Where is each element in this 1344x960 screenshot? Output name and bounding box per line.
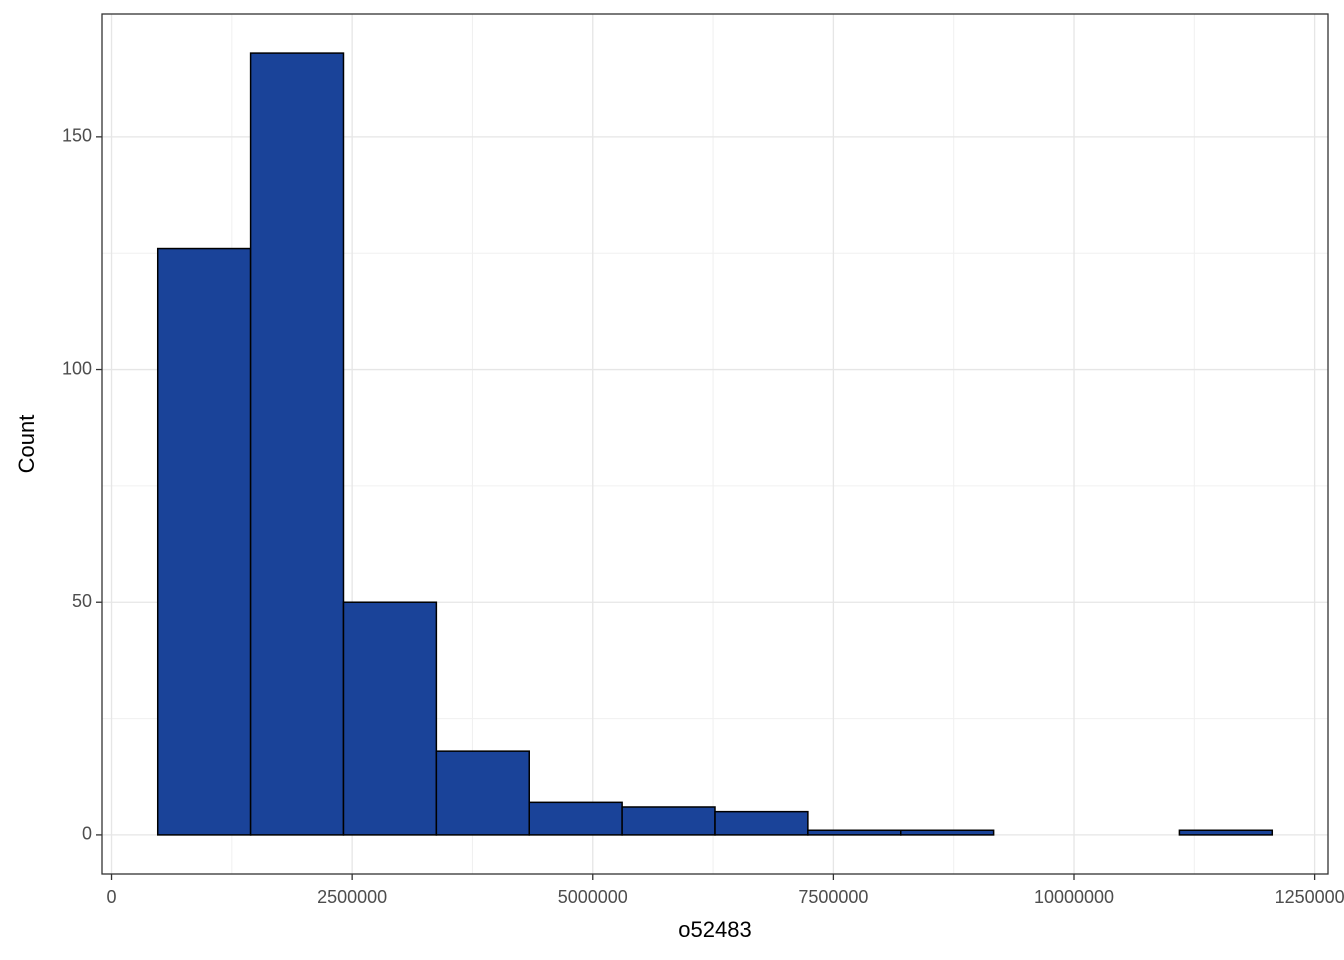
bar <box>156 247 252 836</box>
y-tick-label: 0 <box>82 824 92 844</box>
bar <box>528 801 623 836</box>
bar <box>807 829 902 836</box>
x-tick-label: 5000000 <box>558 887 628 907</box>
bar <box>249 52 345 836</box>
panel-border <box>101 13 1329 875</box>
x-tick-label: 10000000 <box>1034 887 1114 907</box>
y-tick-label: 50 <box>72 591 92 611</box>
x-axis-title: o52483 <box>678 917 751 942</box>
y-axis-title: Count <box>14 415 39 474</box>
bar <box>900 829 995 836</box>
x-tick-label: 2500000 <box>317 887 387 907</box>
x-tick-label: 7500000 <box>798 887 868 907</box>
y-tick-label: 150 <box>62 126 92 146</box>
x-tick-label: 0 <box>107 887 117 907</box>
bar <box>621 806 716 836</box>
bar <box>342 601 438 836</box>
bar <box>1178 829 1274 836</box>
bar <box>435 750 530 836</box>
bar <box>714 810 809 836</box>
y-tick-label: 100 <box>62 358 92 378</box>
